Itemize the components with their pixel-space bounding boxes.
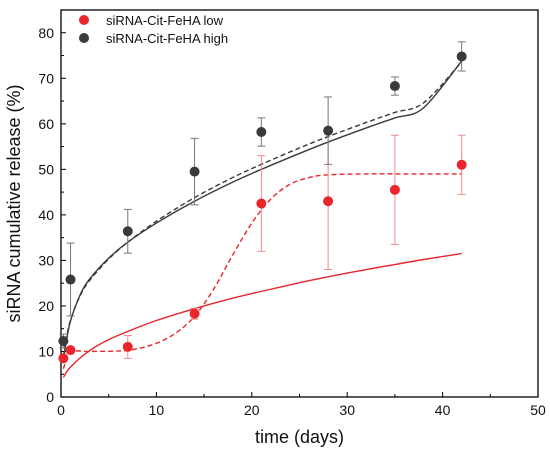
x-tick-label: 50 xyxy=(530,402,546,418)
data-point-series-0 xyxy=(58,353,69,364)
data-point-series-0 xyxy=(256,198,267,209)
y-tick-label: 80 xyxy=(38,25,54,41)
axes: 0 10 20 30 40 50 0 10 20 30 40 50 60 70 80 xyxy=(38,9,546,418)
data-point-series-0 xyxy=(122,341,133,352)
data-point-series-0 xyxy=(189,308,200,319)
data-point-series-1 xyxy=(65,274,76,285)
data-point-series-1 xyxy=(456,51,467,62)
data-point-series-1 xyxy=(122,226,133,237)
y-tick-label: 50 xyxy=(38,161,54,177)
fit-dashed-line-series-1 xyxy=(62,61,463,358)
legend-marker xyxy=(79,33,89,43)
legend-label: siRNA-Cit-FeHA low xyxy=(106,13,224,28)
x-tick-label: 0 xyxy=(57,402,65,418)
data-points xyxy=(58,51,467,364)
y-tick-label: 30 xyxy=(38,252,54,268)
fit-curves xyxy=(62,60,463,378)
y-axis-title: siRNA cumulative release (%) xyxy=(4,84,24,322)
data-point-series-1 xyxy=(58,335,69,346)
y-tick-label: 10 xyxy=(38,343,54,359)
data-point-series-1 xyxy=(256,127,267,138)
y-tick-label: 70 xyxy=(38,70,54,86)
data-point-series-0 xyxy=(456,159,467,170)
data-point-series-1 xyxy=(189,166,200,177)
data-point-series-1 xyxy=(323,125,334,136)
x-tick-label: 40 xyxy=(435,402,451,418)
legend: siRNA-Cit-FeHA low siRNA-Cit-FeHA high xyxy=(79,13,228,46)
fit-solid-line-series-1 xyxy=(62,60,463,362)
data-point-series-0 xyxy=(65,345,76,356)
legend-label: siRNA-Cit-FeHA high xyxy=(106,31,228,46)
y-tick-label: 0 xyxy=(46,389,54,405)
data-point-series-1 xyxy=(389,81,400,92)
data-point-series-0 xyxy=(323,196,334,207)
plot-frame xyxy=(60,9,539,398)
x-axis-title: time (days) xyxy=(255,427,344,447)
x-tick-label: 20 xyxy=(244,402,260,418)
data-point-series-0 xyxy=(389,184,400,195)
y-tick-label: 60 xyxy=(38,116,54,132)
fit-solid-line-series-0 xyxy=(62,252,462,378)
fit-dashed-line-series-0 xyxy=(62,173,462,370)
x-tick-label: 10 xyxy=(149,402,165,418)
y-tick-label: 20 xyxy=(38,298,54,314)
y-tick-label: 40 xyxy=(38,207,54,223)
legend-marker xyxy=(79,15,89,25)
x-tick-label: 30 xyxy=(339,402,355,418)
